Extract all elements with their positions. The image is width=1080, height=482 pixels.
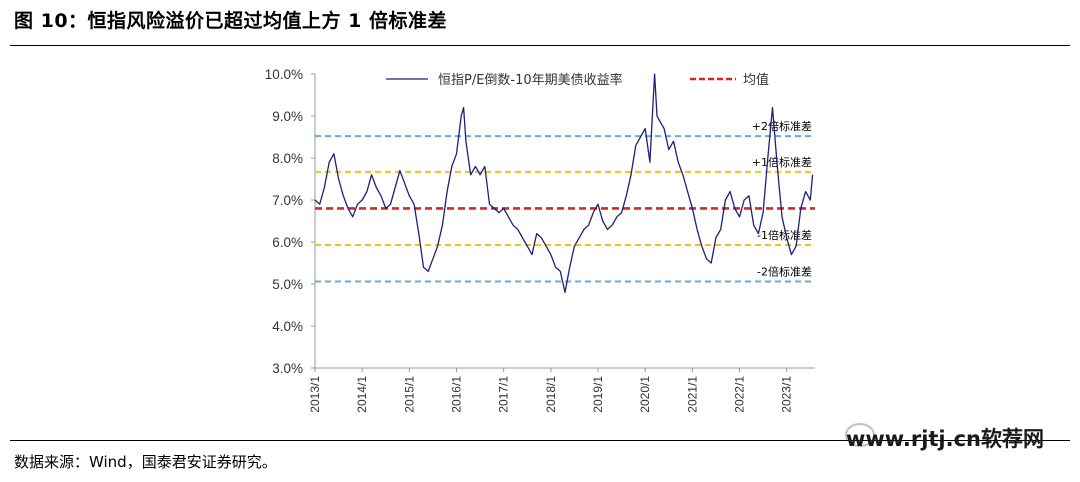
- y-tick-label: 8.0%: [272, 151, 303, 166]
- y-tick-label: 7.0%: [272, 193, 303, 208]
- y-tick-label: 9.0%: [272, 109, 303, 124]
- chart-axes: 10.0% 9.0% 8.0% 7.0% 6.0% 5.0% 4.0% 3.0% 2013/1 2…: [265, 67, 815, 413]
- legend-series-label: 恒指P/E倒数-10年期美债收益率: [438, 72, 623, 88]
- reference-lines: +2倍标准差+1倍标准差-1倍标准差-2倍标准差: [315, 119, 815, 283]
- x-tick-label: 2015/1: [402, 376, 416, 413]
- x-tick-label: 2022/1: [733, 376, 747, 413]
- series-line: [314, 73, 814, 294]
- x-tick-label: 2019/1: [591, 376, 605, 413]
- legend: 恒指P/E倒数-10年期美债收益率 均值: [386, 72, 769, 88]
- reference-line-label: +1倍标准差: [752, 155, 812, 169]
- wechat-logo-icon: [845, 423, 875, 447]
- watermark: www.rjtj.cn软荐网: [846, 427, 1045, 451]
- chart-title: 图 10：恒指风险溢价已超过均值上方 1 倍标准差: [14, 10, 448, 32]
- y-tick-label: 6.0%: [272, 235, 303, 250]
- y-tick-label: 5.0%: [272, 277, 303, 292]
- top-divider: [10, 45, 1070, 46]
- y-tick-label: 3.0%: [272, 361, 303, 376]
- series-layer: [314, 73, 814, 294]
- y-tick-label: 4.0%: [272, 319, 303, 334]
- reference-line-label: -2倍标准差: [757, 264, 812, 278]
- x-tick-label: 2021/1: [685, 376, 699, 413]
- x-tick-label: 2017/1: [497, 376, 511, 413]
- x-tick-label: 2013/1: [308, 376, 322, 413]
- x-tick-label: 2016/1: [450, 376, 464, 413]
- x-tick-label: 2020/1: [638, 376, 652, 413]
- reference-line-label: +2倍标准差: [752, 119, 812, 133]
- y-tick-label: 10.0%: [265, 67, 303, 82]
- x-tick-label: 2018/1: [544, 376, 558, 413]
- legend-mean-label: 均值: [743, 72, 769, 88]
- bottom-divider: [10, 440, 1070, 441]
- x-tick-label: 2023/1: [780, 376, 794, 413]
- x-tick-label: 2014/1: [355, 376, 369, 413]
- source-note: 数据来源：Wind，国泰君安证券研究。: [14, 453, 277, 471]
